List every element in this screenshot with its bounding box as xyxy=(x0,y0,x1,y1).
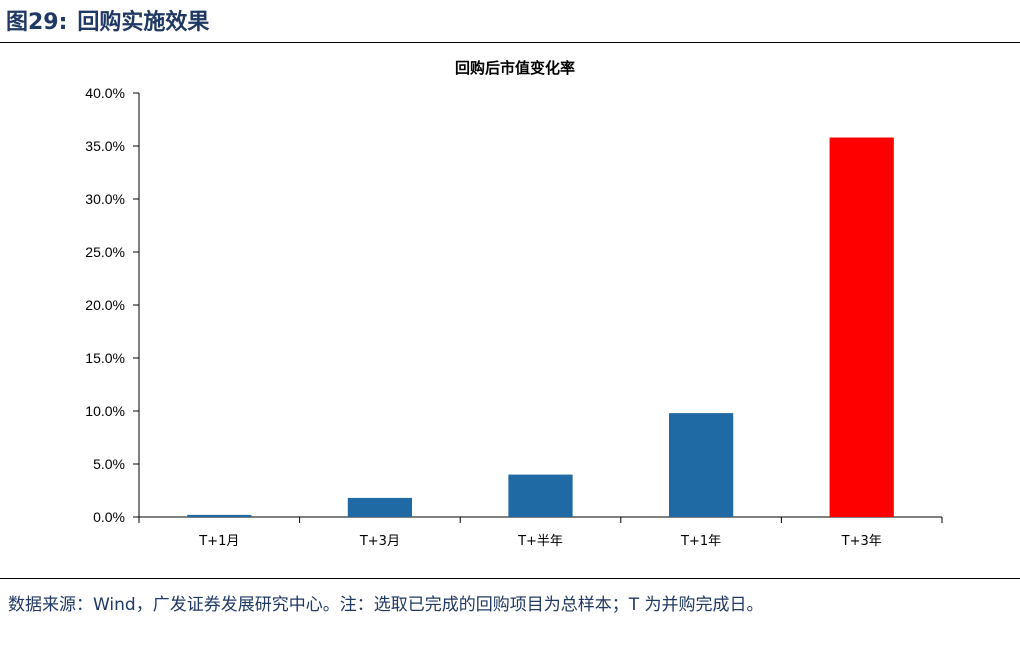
x-tick-label: T+半年 xyxy=(517,534,563,549)
y-axis: 0.0% 5.0% 10.0% 15.0% 20.0% 25.0% 30.0% 35.0% 40… xyxy=(85,85,140,525)
figure-label: 图29: xyxy=(6,10,68,35)
x-axis: T+1月 T+3月 T+半年 T+1年 T+3年 xyxy=(138,516,943,549)
figure-title-text: 回购实施效果 xyxy=(77,10,210,35)
chart-title: 回购后市值变化率 xyxy=(455,59,575,77)
bar xyxy=(508,474,573,517)
figure-title: 图29: 回购实施效果 xyxy=(6,4,209,36)
y-tick-label: 20.0% xyxy=(85,297,125,313)
y-tick-label: 5.0% xyxy=(93,456,125,472)
bar xyxy=(668,413,734,517)
figure-footer: 数据来源：Wind，广发证券发展研究中心。注：选取已完成的回购项目为总样本；T … xyxy=(0,578,1020,658)
y-tick-label: 25.0% xyxy=(85,244,125,260)
y-tick-label: 10.0% xyxy=(85,403,125,419)
y-tick-label: 40.0% xyxy=(85,85,125,101)
x-tick-label: T+3年 xyxy=(841,534,882,549)
x-tick-label: T+1月 xyxy=(198,534,239,549)
bar-chart: 回购后市值变化率 0.0% 5.0% 10.0% 15.0% 20.0% 25.0% 30.… xyxy=(85,59,943,549)
figure-header: 图29: 回购实施效果 xyxy=(0,0,1020,43)
bars xyxy=(187,137,894,517)
y-tick-label: 15.0% xyxy=(85,350,125,366)
bar xyxy=(829,137,894,517)
bar xyxy=(187,514,252,517)
y-tick-label: 0.0% xyxy=(93,509,125,525)
x-tick-label: T+3月 xyxy=(359,534,400,549)
y-tick-label: 30.0% xyxy=(85,191,125,207)
y-tick-label: 35.0% xyxy=(85,138,125,154)
source-note: 数据来源：Wind，广发证券发展研究中心。注：选取已完成的回购项目为总样本；T … xyxy=(8,595,764,615)
x-tick-label: T+1年 xyxy=(680,534,721,549)
bar xyxy=(347,497,413,517)
